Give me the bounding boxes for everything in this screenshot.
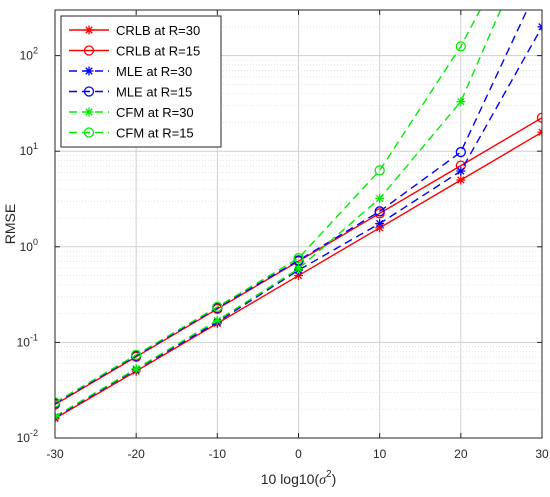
data-point-circle-marker (83, 127, 95, 138)
data-point-star-marker (456, 175, 466, 185)
star-stroke (85, 108, 93, 116)
legend-label: CRLB at R=15 (116, 44, 200, 59)
x-axis-label-superscript: 2 (326, 469, 332, 480)
series-line (55, 10, 528, 405)
star-stroke (538, 131, 542, 136)
star-stroke (213, 316, 222, 325)
data-point-star-marker (84, 25, 94, 35)
legend-item: CFM at R=30 (69, 105, 194, 120)
data-point-star-marker (294, 271, 303, 281)
data-point-circle-marker (83, 86, 95, 97)
series-cfm-at-r-15 (55, 10, 481, 408)
star-stroke (375, 194, 384, 203)
data-point-star-marker (375, 194, 385, 204)
legend-item: MLE at R=30 (69, 64, 192, 79)
data-point-star-marker (294, 264, 303, 274)
data-point-star-marker (537, 22, 542, 32)
data-point-circle-marker (131, 349, 142, 361)
legend: CRLB at R=30 CRLB at R=15 MLE at R=30 MLE a… (60, 15, 222, 148)
legend-label: MLE at R=30 (116, 64, 192, 79)
y-tick-label: 10-2 (17, 428, 38, 445)
data-point-circle-marker (55, 397, 61, 408)
x-axis-label-close: ) (332, 471, 337, 487)
y-tick-label: 100 (20, 237, 38, 254)
star-stroke (55, 415, 59, 421)
star-stroke (457, 176, 465, 184)
star-stroke (55, 417, 59, 423)
data-point-star-marker (55, 411, 60, 421)
star-stroke (538, 25, 542, 31)
legend-label: CFM at R=30 (116, 105, 194, 120)
legend-label: CFM at R=15 (116, 126, 194, 141)
data-point-star-marker (537, 127, 542, 137)
x-tick-label: 0 (295, 447, 302, 461)
x-tick-label: -30 (46, 447, 64, 461)
star-stroke (538, 128, 542, 134)
x-tick-label: 30 (535, 447, 549, 461)
star-stroke (294, 265, 303, 273)
legend-item: MLE at R=15 (69, 85, 192, 100)
series-line (55, 117, 542, 406)
legend-box (60, 15, 222, 148)
legend-item: CRLB at R=30 (69, 23, 200, 38)
data-point-star-marker (131, 364, 141, 374)
data-point-circle-marker (374, 206, 385, 217)
star-stroke (457, 97, 465, 106)
data-point-circle-marker (212, 301, 223, 313)
data-point-circle-marker (374, 165, 385, 176)
y-tick-label: 10-1 (17, 332, 38, 349)
series-cfm-at-r-30 (55, 10, 502, 421)
star-stroke (457, 167, 465, 175)
star-stroke (85, 26, 93, 34)
legend-item: CRLB at R=15 (69, 44, 200, 59)
data-point-circle-marker (536, 112, 542, 123)
x-tick-label: 10 (373, 447, 387, 461)
legend-label: MLE at R=15 (116, 85, 192, 100)
star-stroke (132, 365, 140, 373)
axis-ticks: -30 -20 -10 0 10 20 30 10-2 10-1 100 101 102 (17, 10, 549, 461)
legend-item: CFM at R=15 (69, 126, 194, 141)
x-axis-label: 10 log10(σ2) (261, 469, 337, 488)
star-stroke (294, 271, 303, 280)
x-tick-label: -20 (127, 447, 145, 461)
x-axis-label-sigma: σ (319, 473, 327, 488)
star-stroke (538, 23, 542, 28)
data-point-star-marker (456, 97, 466, 107)
legend-label: CRLB at R=30 (116, 23, 200, 38)
data-point-circle-marker (455, 146, 466, 158)
y-axis-label: RMSE (2, 204, 18, 244)
data-point-star-marker (456, 166, 466, 176)
series-layer (55, 10, 542, 423)
data-point-circle-marker (455, 41, 466, 52)
series-line (55, 10, 481, 404)
data-point-star-marker (212, 315, 222, 325)
y-tick-label: 101 (20, 141, 38, 158)
x-tick-label: -10 (209, 447, 227, 461)
x-axis-label-main: 10 log10( (261, 471, 320, 487)
star-stroke (85, 67, 93, 75)
star-stroke (375, 219, 384, 228)
data-point-star-marker (375, 219, 385, 229)
y-tick-label: 102 (20, 46, 38, 63)
data-point-star-marker (84, 107, 94, 117)
data-point-circle-marker (293, 253, 304, 264)
x-tick-label: 20 (454, 447, 468, 461)
star-stroke (55, 412, 59, 418)
data-point-star-marker (84, 66, 94, 76)
data-point-circle-marker (83, 45, 95, 56)
